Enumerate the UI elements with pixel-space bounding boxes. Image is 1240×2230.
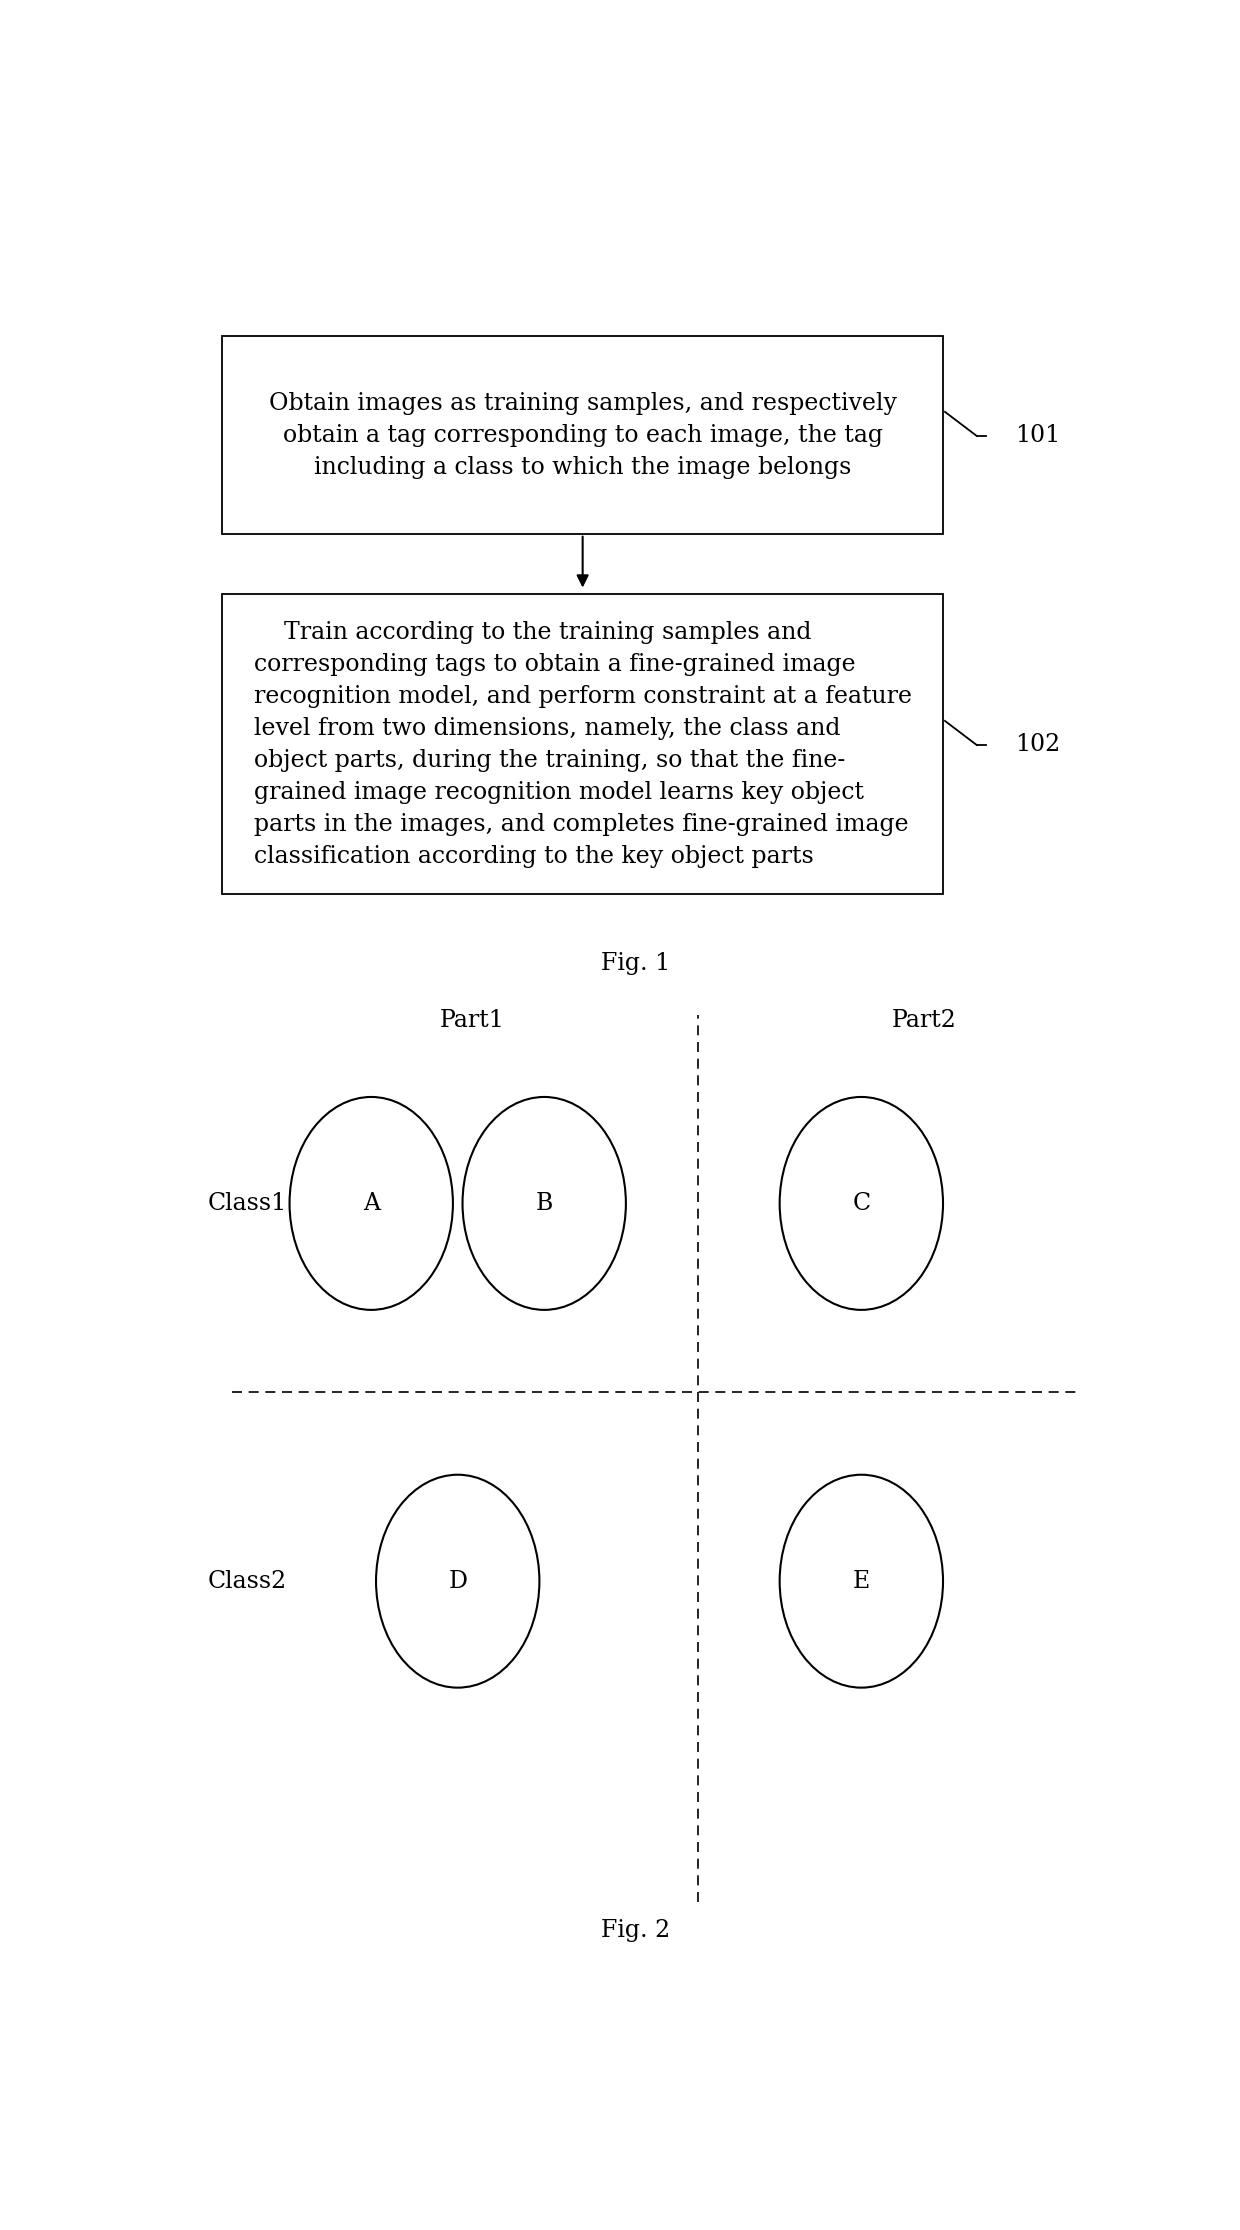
Text: Class1: Class1	[208, 1191, 288, 1215]
Text: Fig. 2: Fig. 2	[601, 1918, 670, 1942]
Text: Obtain images as training samples, and respectively
obtain a tag corresponding t: Obtain images as training samples, and r…	[269, 392, 897, 479]
Text: D: D	[448, 1570, 467, 1592]
Text: A: A	[363, 1191, 379, 1215]
Text: 101: 101	[1016, 424, 1060, 448]
FancyBboxPatch shape	[222, 337, 944, 533]
Text: Part2: Part2	[892, 1008, 956, 1032]
Text: 102: 102	[1016, 734, 1060, 756]
Text: Fig. 1: Fig. 1	[601, 952, 670, 975]
Text: E: E	[853, 1570, 870, 1592]
Text: Class2: Class2	[208, 1570, 288, 1592]
Text: Part1: Part1	[440, 1008, 505, 1032]
Text: B: B	[536, 1191, 553, 1215]
FancyBboxPatch shape	[222, 593, 944, 894]
Text: Train according to the training samples and
corresponding tags to obtain a fine-: Train according to the training samples …	[254, 620, 911, 867]
Text: C: C	[852, 1191, 870, 1215]
